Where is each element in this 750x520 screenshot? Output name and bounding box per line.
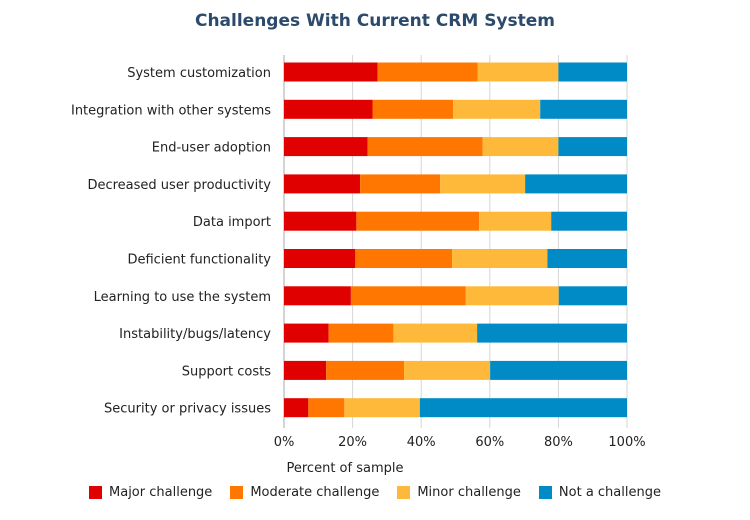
legend-label: Not a challenge <box>558 485 661 500</box>
legend-label: Major challenge <box>109 485 213 500</box>
bar-segment-major-challenge <box>284 323 329 343</box>
bar-segment-moderate-challenge <box>350 286 466 306</box>
x-tick-label: 0% <box>274 435 295 450</box>
bar-segment-moderate-challenge <box>326 360 405 380</box>
bar-segment-major-challenge <box>284 211 357 231</box>
category-label: Integration with other systems <box>71 103 271 118</box>
category-label: End-user adoption <box>152 141 271 156</box>
bar-segment-moderate-challenge <box>360 174 441 194</box>
legend-swatch <box>538 486 552 499</box>
bar-segment-moderate-challenge <box>372 99 454 119</box>
bar-segment-moderate-challenge <box>367 137 483 157</box>
bar-segment-not-a-challenge <box>540 99 627 119</box>
x-tick-label: 100% <box>608 435 645 450</box>
category-label: Security or privacy issues <box>104 402 271 417</box>
x-tick-label: 20% <box>338 435 367 450</box>
x-tick-label: 60% <box>475 435 504 450</box>
bar-segment-moderate-challenge <box>308 398 345 418</box>
category-label: Deficient functionality <box>127 253 271 268</box>
legend-item[interactable]: Not a challenge <box>538 485 661 500</box>
bar-segment-minor-challenge <box>465 286 559 306</box>
x-tick-label: 80% <box>544 435 573 450</box>
category-label: System customization <box>127 66 271 81</box>
bar-segment-minor-challenge <box>404 360 491 380</box>
bar-segment-not-a-challenge <box>558 137 627 157</box>
legend-item[interactable]: Minor challenge <box>397 485 521 500</box>
bar-segment-moderate-challenge <box>356 211 480 231</box>
bar-segment-not-a-challenge <box>419 398 627 418</box>
bar-segment-not-a-challenge <box>551 211 627 231</box>
x-axis-label: Percent of sample <box>287 461 404 476</box>
legend: Major challenge Moderate challenge Minor c… <box>0 485 750 500</box>
category-label: Data import <box>193 215 271 230</box>
bar-segment-minor-challenge <box>393 323 478 343</box>
legend-swatch <box>397 486 411 499</box>
legend-label: Moderate challenge <box>250 485 380 500</box>
legend-item[interactable]: Moderate challenge <box>230 485 379 500</box>
bar-segment-minor-challenge <box>452 249 548 268</box>
bar-segment-not-a-challenge <box>558 286 627 306</box>
category-label: Learning to use the system <box>94 290 271 305</box>
legend-swatch <box>89 486 103 499</box>
bar-segment-moderate-challenge <box>355 249 453 268</box>
chart-title: Challenges With Current CRM System <box>194 11 556 31</box>
bar-segment-major-challenge <box>284 62 378 82</box>
bar-segment-not-a-challenge <box>558 62 627 82</box>
bar-segment-not-a-challenge <box>525 174 627 194</box>
legend-label: Minor challenge <box>417 485 521 500</box>
legend-swatch <box>230 486 244 499</box>
bar-segment-moderate-challenge <box>328 323 394 343</box>
bar-segment-major-challenge <box>284 174 361 194</box>
bar-segment-not-a-challenge <box>477 323 627 343</box>
bar-segment-not-a-challenge <box>490 360 627 380</box>
bar-segment-minor-challenge <box>453 99 541 119</box>
bar-segment-minor-challenge <box>477 62 559 82</box>
bar-segment-moderate-challenge <box>377 62 478 82</box>
category-label: Support costs <box>182 364 271 379</box>
bar-segment-major-challenge <box>284 360 327 380</box>
bar-segment-minor-challenge <box>482 137 559 157</box>
bar-segment-major-challenge <box>284 398 309 418</box>
bar-segment-major-challenge <box>284 99 373 119</box>
bar-segment-minor-challenge <box>344 398 420 418</box>
bar-segment-not-a-challenge <box>547 249 627 268</box>
bar-segment-major-challenge <box>284 137 368 157</box>
bar-segment-minor-challenge <box>479 211 552 231</box>
category-label: Instability/bugs/latency <box>119 327 271 342</box>
bar-segment-major-challenge <box>284 249 356 268</box>
x-tick-label: 40% <box>407 435 436 450</box>
category-label: Decreased user productivity <box>87 178 271 193</box>
legend-item[interactable]: Major challenge <box>89 485 212 500</box>
bar-segment-minor-challenge <box>440 174 526 194</box>
bar-segment-major-challenge <box>284 286 351 306</box>
